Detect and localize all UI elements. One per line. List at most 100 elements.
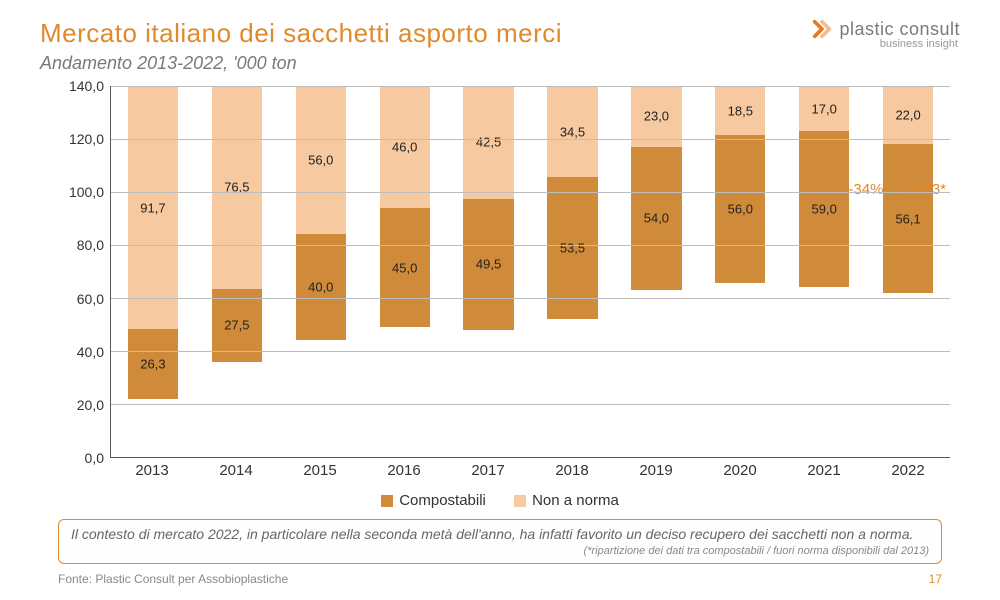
x-tick-label: 2020 [698, 462, 782, 486]
bar-segment-compostabili: 56,1 [883, 144, 933, 293]
bar-value-label: 56,1 [895, 211, 920, 226]
slide: plastic consult business insight Mercato… [0, 0, 1000, 600]
legend-label: Non a norma [532, 492, 619, 509]
bar-slot: 118 kt26,391,7 [111, 86, 195, 457]
stacked-bar: 53,5 34,5 [547, 86, 597, 319]
y-tick-label: 0,0 [52, 450, 104, 466]
gridline [111, 298, 950, 299]
logo-text: plastic consult [839, 19, 960, 40]
x-tick-label: 2016 [362, 462, 446, 486]
bar-slot: 78 kt56,122,0 [866, 86, 950, 457]
brand-logo: plastic consult business insight [811, 18, 960, 50]
note-box: Il contesto di mercato 2022, in particol… [58, 519, 942, 564]
footer: Fonte: Plastic Consult per Assobioplasti… [58, 572, 942, 586]
bar-segment-compostabili: 40,0 [296, 234, 346, 340]
y-tick-label: 100,0 [52, 184, 104, 200]
chart-annotation: -34% vs 2013* [848, 181, 946, 198]
x-tick-label: 2014 [194, 462, 278, 486]
y-tick-label: 80,0 [52, 237, 104, 253]
stacked-bar: 45,0 46,0 [380, 86, 430, 327]
x-tick-label: 2015 [278, 462, 362, 486]
plot-area: 118 kt26,391,7104 kt27,576,596 kt40,056,… [110, 86, 950, 458]
bar-value-label: 34,5 [560, 124, 585, 139]
bar-value-label: 23,0 [644, 109, 669, 124]
stacked-bar: 59,0 17,0 [799, 86, 849, 287]
stacked-bar: 40,0 56,0 [296, 86, 346, 340]
bar-segment-compostabili: 54,0 [631, 147, 681, 290]
bar-slot: 92 kt49,542,5 [447, 86, 531, 457]
gridline [111, 245, 950, 246]
legend-label: Compostabili [399, 492, 486, 509]
x-tick-label: 2018 [530, 462, 614, 486]
page-subtitle: Andamento 2013-2022, '000 ton [40, 53, 960, 74]
y-tick-label: 60,0 [52, 291, 104, 307]
bar-slot: 78 kt54,023,0 [614, 86, 698, 457]
legend-item-compostabili: Compostabili [381, 492, 486, 509]
bar-value-label: 56,0 [728, 202, 753, 217]
stacked-bar: 27,5 76,5 [212, 86, 262, 362]
page-number: 17 [929, 572, 942, 586]
bar-segment-non-a-norma: 23,0 [631, 86, 681, 147]
bar-value-label: 46,0 [392, 139, 417, 154]
bar-value-label: 49,5 [476, 257, 501, 272]
y-axis: 0,020,040,060,080,0100,0120,0140,0 [52, 86, 104, 458]
x-tick-label: 2017 [446, 462, 530, 486]
bar-segment-compostabili: 26,3 [128, 329, 178, 399]
bar-value-label: 56,0 [308, 153, 333, 168]
bar-segment-non-a-norma: 91,7 [128, 86, 178, 329]
note-text: Il contesto di mercato 2022, in particol… [71, 526, 929, 544]
bar-value-label: 54,0 [644, 211, 669, 226]
bar-value-label: 59,0 [812, 202, 837, 217]
y-tick-label: 20,0 [52, 397, 104, 413]
gridline [111, 192, 950, 193]
stacked-bar: 56,0 18,5 [715, 86, 765, 283]
legend-swatch-icon [381, 495, 393, 507]
stacked-bar-chart: 0,020,040,060,080,0100,0120,0140,0 118 k… [40, 86, 960, 486]
bar-segment-non-a-norma: 22,0 [883, 86, 933, 144]
x-tick-label: 2019 [614, 462, 698, 486]
bar-value-label: 40,0 [308, 280, 333, 295]
bar-segment-non-a-norma: 76,5 [212, 86, 262, 289]
bar-segment-non-a-norma: 42,5 [463, 86, 513, 199]
bar-slot: 74,5 kt56,018,5 [698, 86, 782, 457]
legend-swatch-icon [514, 495, 526, 507]
legend-item-non-a-norma: Non a norma [514, 492, 619, 509]
bar-slot: 76,0 kt59,017,0 [782, 86, 866, 457]
bar-slot: 104 kt27,576,5 [195, 86, 279, 457]
gridline [111, 86, 950, 87]
bar-value-label: 26,3 [140, 356, 165, 371]
bar-slot: 88 kt53,534,5 [531, 86, 615, 457]
bar-segment-compostabili: 59,0 [799, 131, 849, 287]
x-axis: 2013201420152016201720182019202020212022 [110, 462, 950, 486]
bars-container: 118 kt26,391,7104 kt27,576,596 kt40,056,… [111, 86, 950, 457]
x-tick-label: 2022 [866, 462, 950, 486]
bar-value-label: 45,0 [392, 260, 417, 275]
bar-segment-non-a-norma: 56,0 [296, 86, 346, 234]
bar-value-label: 53,5 [560, 241, 585, 256]
bar-segment-non-a-norma: 46,0 [380, 86, 430, 208]
bar-segment-compostabili: 56,0 [715, 135, 765, 283]
bar-value-label: 42,5 [476, 135, 501, 150]
gridline [111, 404, 950, 405]
stacked-bar: 54,0 23,0 [631, 86, 681, 290]
y-tick-label: 40,0 [52, 344, 104, 360]
bar-slot: 96 kt40,056,0 [279, 86, 363, 457]
note-subtext: (*ripartizione dei dati tra compostabili… [71, 545, 929, 559]
gridline [111, 139, 950, 140]
footer-source: Fonte: Plastic Consult per Assobioplasti… [58, 572, 288, 586]
y-tick-label: 140,0 [52, 78, 104, 94]
bar-value-label: 91,7 [140, 200, 165, 215]
bar-value-label: 17,0 [812, 101, 837, 116]
logo-chevron-icon [811, 18, 833, 40]
x-tick-label: 2013 [110, 462, 194, 486]
bar-value-label: 18,5 [728, 103, 753, 118]
bar-segment-compostabili: 45,0 [380, 208, 430, 327]
bar-slot: 91 kt45,046,0 [363, 86, 447, 457]
bar-value-label: 27,5 [224, 318, 249, 333]
stacked-bar: 49,5 42,5 [463, 86, 513, 330]
x-tick-label: 2021 [782, 462, 866, 486]
bar-segment-non-a-norma: 18,5 [715, 86, 765, 135]
bar-segment-compostabili: 49,5 [463, 199, 513, 330]
y-tick-label: 120,0 [52, 131, 104, 147]
bar-segment-non-a-norma: 34,5 [547, 86, 597, 177]
